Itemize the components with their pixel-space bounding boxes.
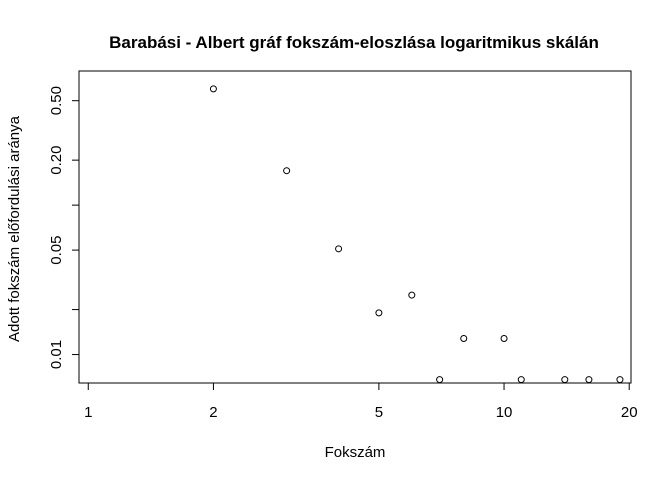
data-point xyxy=(436,376,444,384)
data-point xyxy=(500,335,508,343)
plot-frame xyxy=(78,70,632,384)
data-point xyxy=(375,309,383,317)
data-point xyxy=(561,376,569,384)
data-point xyxy=(283,167,291,175)
x-tick-label: 1 xyxy=(84,404,92,421)
data-point xyxy=(335,245,343,253)
y-tick-label: 0.50 xyxy=(48,86,65,115)
x-axis: 1 2 5 10 20 xyxy=(84,382,638,421)
y-axis-label: Adott fokszám előfordulási aránya xyxy=(6,115,23,342)
x-tick-label: 20 xyxy=(621,404,638,421)
data-point xyxy=(585,376,593,384)
data-point xyxy=(517,376,525,384)
x-axis-label: Fokszám xyxy=(325,444,386,461)
data-point xyxy=(460,335,468,343)
y-axis: 0.01 0.05 0.20 0.50 xyxy=(48,86,80,369)
x-tick-label: 2 xyxy=(209,404,217,421)
y-tick-label: 0.05 xyxy=(48,236,65,265)
data-points xyxy=(209,85,624,384)
data-point xyxy=(408,291,416,299)
x-tick-label: 5 xyxy=(375,404,383,421)
data-point xyxy=(209,85,217,93)
y-tick-label: 0.20 xyxy=(48,146,65,175)
x-tick-label: 10 xyxy=(496,404,513,421)
chart-title: Barabási - Albert gráf fokszám-eloszlása… xyxy=(109,33,599,52)
data-point xyxy=(616,376,624,384)
y-tick-label: 0.01 xyxy=(48,340,65,369)
